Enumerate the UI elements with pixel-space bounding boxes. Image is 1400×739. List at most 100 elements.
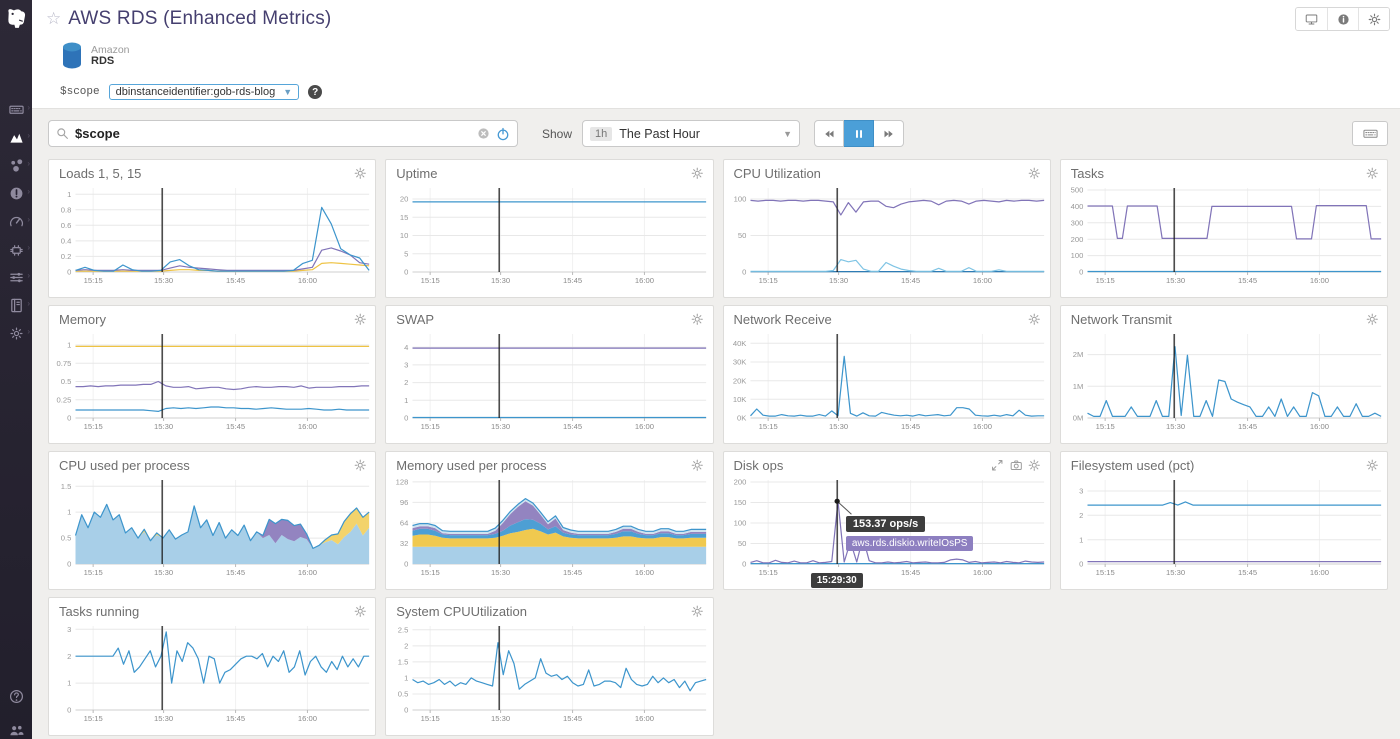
gear-button[interactable]: [691, 459, 704, 472]
gear-button[interactable]: [354, 605, 367, 618]
gear-button[interactable]: [354, 459, 367, 472]
info-button[interactable]: [1327, 8, 1358, 30]
power-filter-icon[interactable]: [496, 127, 510, 141]
chart-area[interactable]: 0 32 64 96 128 15:15 15:30 15:45 16:00: [386, 474, 712, 588]
chart-area[interactable]: 0K 10K 20K 30K 40K 15:15 15:30 15:45 16:00: [724, 328, 1050, 442]
gear-button[interactable]: [1366, 313, 1379, 326]
gear-button[interactable]: [691, 313, 704, 326]
sidebar-item-hostmap[interactable]: ›: [0, 157, 32, 173]
chart-canvas[interactable]: 0K 10K 20K 30K 40K 15:15 15:30 15:45 16:00: [724, 328, 1050, 440]
svg-text:10: 10: [400, 231, 409, 240]
chart-canvas[interactable]: 0 0.5 1 1.5 15:15 15:30 15:45 16:00: [49, 474, 375, 586]
svg-text:16:00: 16:00: [298, 422, 317, 431]
sidebar-item-integrations[interactable]: ›: [0, 241, 32, 257]
sidebar-item-team[interactable]: [0, 721, 32, 739]
brand-rds-label: RDS: [91, 54, 115, 67]
gear-button[interactable]: [691, 167, 704, 180]
widget-actions: [354, 459, 367, 472]
svg-text:15:45: 15:45: [226, 568, 245, 577]
svg-text:100: 100: [733, 195, 746, 204]
sidebar-item-monitors[interactable]: ›: [0, 185, 32, 201]
clear-search-icon[interactable]: [477, 127, 490, 140]
integrations-icon: [9, 244, 23, 256]
help-icon: [9, 689, 23, 703]
sidebar-item-metrics[interactable]: ›: [0, 213, 32, 229]
datadog-logo[interactable]: [0, 1, 32, 35]
gear-button[interactable]: [354, 167, 367, 180]
chart-canvas[interactable]: 0 5 10 15 20 15:15 15:30 15:45 16:00: [386, 182, 712, 294]
camera-button[interactable]: [1010, 459, 1023, 472]
chart-area[interactable]: 0M 1M 2M 15:15 15:30 15:45 16:00: [1061, 328, 1387, 442]
chart-area[interactable]: 0 1 2 3 15:15 15:30 15:45 16:00: [49, 620, 375, 734]
chart-canvas[interactable]: 0 1 2 3 15:15 15:30 15:45 16:00: [1061, 474, 1387, 586]
search-input[interactable]: [75, 126, 471, 141]
favorite-star-icon[interactable]: ☆: [46, 9, 62, 28]
widget-title: Uptime: [396, 166, 438, 181]
gear-button[interactable]: [1366, 459, 1379, 472]
chevron-right-icon: ›: [27, 299, 30, 308]
widget-title: Tasks: [1070, 166, 1104, 181]
sidebar-item-help[interactable]: [0, 687, 32, 705]
chart-canvas[interactable]: 0 1 2 3 4 15:15 15:30 15:45 16:00: [386, 328, 712, 440]
widget-title: Disk ops: [733, 458, 784, 473]
svg-text:15:45: 15:45: [1238, 568, 1257, 577]
timeframe-label: The Past Hour: [619, 126, 700, 141]
svg-text:0.5: 0.5: [398, 690, 409, 699]
keyboard-shortcuts-button[interactable]: [1352, 121, 1388, 146]
svg-text:400: 400: [1070, 202, 1083, 211]
gear-button[interactable]: [691, 605, 704, 618]
svg-text:150: 150: [733, 498, 746, 507]
widget-header: Filesystem used (pct): [1061, 452, 1387, 474]
sidebar-item-list[interactable]: ›: [0, 269, 32, 285]
svg-text:0: 0: [404, 560, 408, 569]
forward-button[interactable]: [874, 120, 905, 147]
chart-canvas[interactable]: 0 0.5 1 1.5 2 2.5 15:15 15:30 15:45 16:00: [386, 620, 712, 732]
scope-value-dropdown[interactable]: dbinstanceidentifier:gob-rds-blog ▼: [108, 84, 300, 100]
chart-area[interactable]: 0 0.2 0.4 0.6 0.8 1 15:15 15:30 15:45 16:00: [49, 182, 375, 296]
chart-area[interactable]: 0 1 2 3 15:15 15:30 15:45 16:00: [1061, 474, 1387, 588]
chart-canvas[interactable]: 0 0.25 0.5 0.75 1 15:15 15:30 15:45 16:00: [49, 328, 375, 440]
chart-area[interactable]: 0 1 2 3 4 15:15 15:30 15:45 16:00: [386, 328, 712, 442]
gear-button[interactable]: [1366, 167, 1379, 180]
chart-canvas[interactable]: 0 50 100 15:15 15:30 15:45 16:00: [724, 182, 1050, 294]
svg-text:64: 64: [400, 519, 409, 528]
widget-tasks-running: Tasks running 0 1 2 3 15:15 15:30 15:45 16:00: [48, 597, 377, 736]
svg-text:16:00: 16:00: [1310, 422, 1329, 431]
chart-area[interactable]: 0 0.25 0.5 0.75 1 15:15 15:30 15:45 16:00: [49, 328, 375, 442]
chart-canvas[interactable]: 0 1 2 3 15:15 15:30 15:45 16:00: [49, 620, 375, 732]
svg-text:15:15: 15:15: [84, 422, 103, 431]
chart-area[interactable]: 0 5 10 15 20 15:15 15:30 15:45 16:00: [386, 182, 712, 296]
chart-area[interactable]: 0 0.5 1 1.5 15:15 15:30 15:45 16:00: [49, 474, 375, 588]
chart-canvas[interactable]: 0 100 200 300 400 500 15:15 15:30 15:45 16:00: [1061, 182, 1387, 294]
svg-text:500: 500: [1070, 186, 1083, 195]
sidebar-item-keyboard[interactable]: ›: [0, 101, 32, 117]
sidebar-item-notebook[interactable]: ›: [0, 297, 32, 313]
tv-mode-button[interactable]: [1296, 8, 1327, 30]
rewind-button[interactable]: [814, 120, 845, 147]
sidebar-item-graphs[interactable]: ›: [0, 129, 32, 145]
timeframe-dropdown[interactable]: 1h The Past Hour ▼: [582, 120, 801, 147]
gear-button[interactable]: [354, 313, 367, 326]
svg-text:3: 3: [404, 361, 408, 370]
settings-button[interactable]: [1358, 8, 1389, 30]
widget-header: Loads 1, 5, 15: [49, 160, 375, 182]
sidebar-item-settings[interactable]: ›: [0, 325, 32, 341]
chart-area[interactable]: 0 0.5 1 1.5 2 2.5 15:15 15:30 15:45 16:00: [386, 620, 712, 734]
chart-area[interactable]: 0 50 100 150 200 15:15 15:45 16:00 153.37 ops/s a…: [724, 474, 1050, 588]
chart-canvas[interactable]: 0M 1M 2M 15:15 15:30 15:45 16:00: [1061, 328, 1387, 440]
svg-text:16:00: 16:00: [298, 276, 317, 285]
chart-area[interactable]: 0 100 200 300 400 500 15:15 15:30 15:45 16:00: [1061, 182, 1387, 296]
expand-button[interactable]: [991, 459, 1004, 472]
sidebar: › › › › › › › › ›: [0, 0, 32, 739]
help-circle-icon[interactable]: ?: [308, 85, 323, 99]
chart-area[interactable]: 0 50 100 15:15 15:30 15:45 16:00: [724, 182, 1050, 296]
chart-canvas[interactable]: 0 0.2 0.4 0.6 0.8 1 15:15 15:30 15:45 16:00: [49, 182, 375, 294]
chart-canvas[interactable]: 0 50 100 150 200 15:15 15:45 16:00: [724, 474, 1050, 586]
pause-button[interactable]: [844, 120, 875, 147]
chart-canvas[interactable]: 0 32 64 96 128 15:15 15:30 15:45 16:00: [386, 474, 712, 586]
gear-button[interactable]: [1028, 167, 1041, 180]
gear-button[interactable]: [1028, 313, 1041, 326]
widget-cpu-used-per-process: CPU used per process 0 0.5 1 1.5 15:15 15:30 15…: [48, 451, 377, 590]
gear-button[interactable]: [1028, 459, 1041, 472]
widget-header: Uptime: [386, 160, 712, 182]
